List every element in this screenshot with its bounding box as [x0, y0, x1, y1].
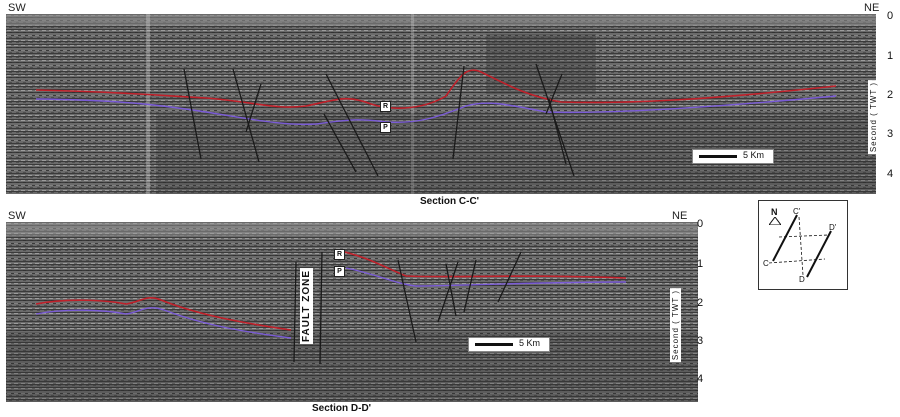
- section-cc-seismic: [6, 14, 876, 194]
- section-cc-panel: [6, 14, 876, 194]
- faults-dd: [293, 251, 522, 365]
- section-dd-panel: [6, 222, 698, 402]
- faults-cc: [183, 63, 575, 177]
- section-cc-sw-label: SW: [8, 2, 26, 14]
- horizon-r-line-cc: [35, 69, 837, 109]
- key-map-label-d-prime: D': [829, 223, 837, 232]
- horizon-p-line-dd: [35, 267, 627, 339]
- section-cc-axis-label: Second ( TWT ): [868, 80, 879, 155]
- key-map-label-d: D: [799, 275, 805, 284]
- section-dd-ne-label: NE: [672, 210, 688, 222]
- section-cc-scale-bar: 5 Km: [692, 149, 774, 164]
- section-dd-seismic: [6, 222, 698, 402]
- key-map-label-c: C: [763, 259, 769, 268]
- key-map-label-c-prime: C': [793, 207, 801, 216]
- location-key-map: N C C' D D': [758, 200, 848, 290]
- north-arrow-icon: [769, 217, 781, 225]
- section-dd-axis-label: Second ( TWT ): [670, 288, 681, 363]
- key-map-lines: [768, 214, 832, 278]
- fault-zone-label: FAULT ZONE: [300, 268, 313, 345]
- section-dd-horizon-p-tag: P: [334, 266, 345, 277]
- section-cc-horizon-r-tag: R: [380, 101, 391, 112]
- north-label: N: [771, 207, 778, 217]
- section-cc-title: Section C-C': [420, 196, 480, 207]
- horizon-p-line-cc: [35, 95, 837, 126]
- section-dd-scale-bar: 5 Km: [468, 337, 550, 352]
- horizon-r-line-dd: [35, 249, 627, 331]
- section-cc-horizon-p-tag: P: [380, 122, 391, 133]
- section-dd-title: Section D-D': [312, 403, 372, 414]
- section-dd-horizon-r-tag: R: [334, 249, 345, 260]
- section-dd-sw-label: SW: [8, 210, 26, 222]
- section-cc-ne-label: NE: [864, 2, 880, 14]
